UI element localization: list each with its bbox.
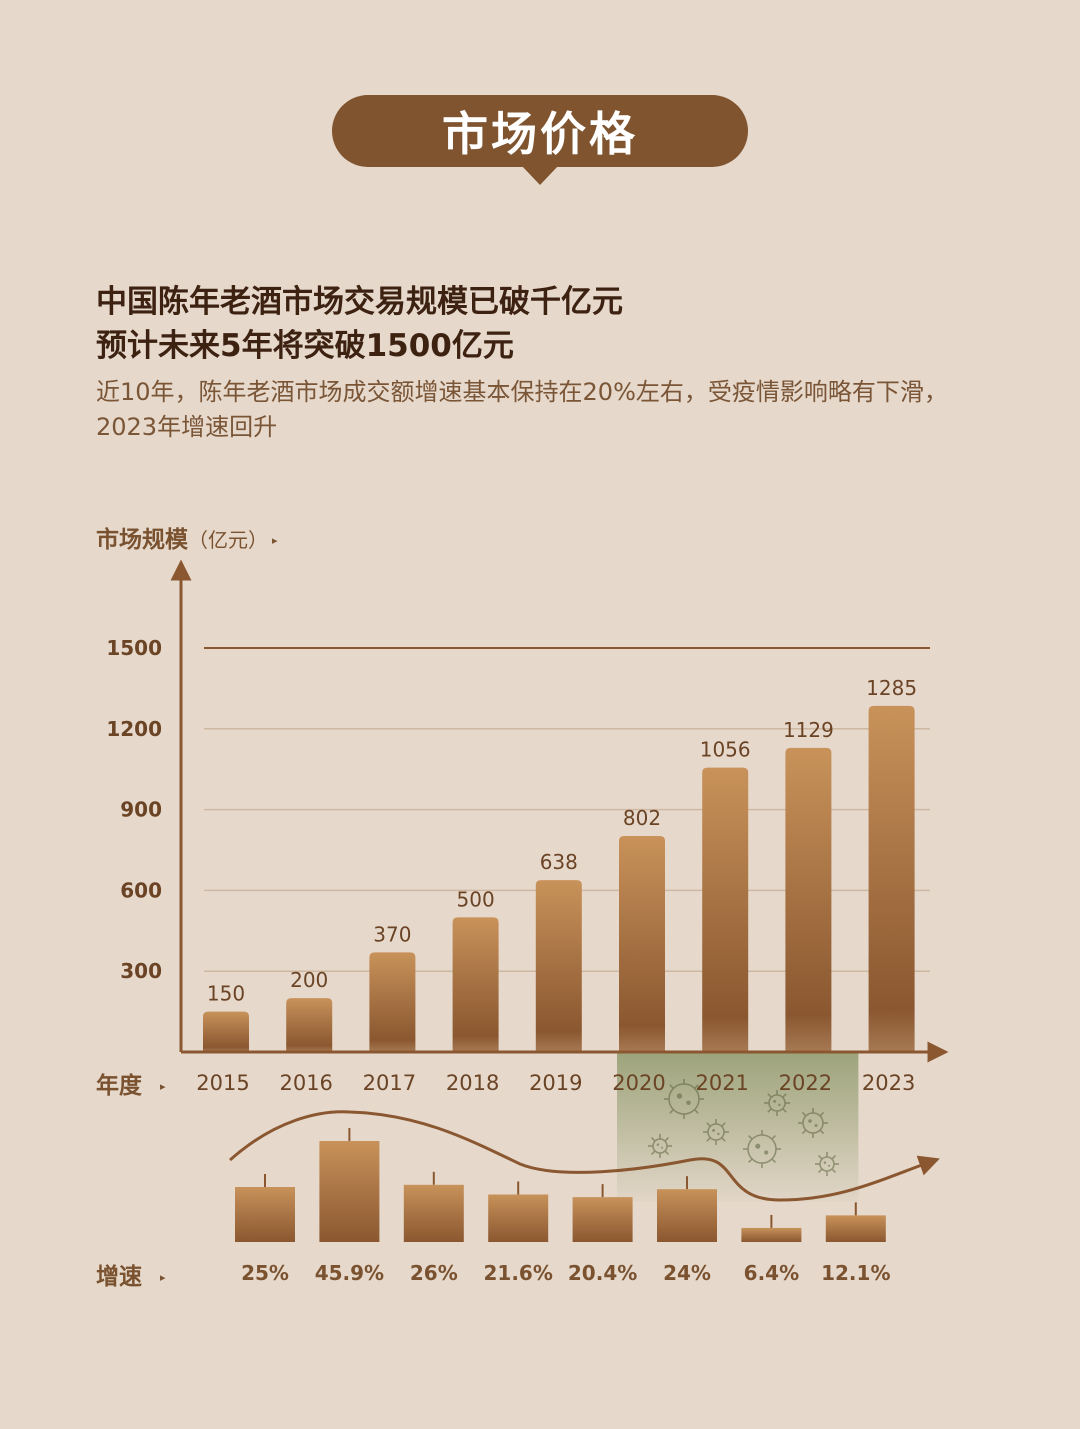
y-tick-label: 600 — [120, 878, 162, 902]
virus-icon — [664, 1079, 704, 1119]
value-label: 150 — [207, 982, 245, 1006]
growth-label: 26% — [410, 1261, 458, 1285]
growth-bar — [235, 1187, 295, 1242]
x-tick-label: 2016 — [279, 1071, 332, 1095]
bar-2020 — [619, 835, 665, 1052]
x-tick-label: 2015 — [196, 1071, 249, 1095]
growth-label: 25% — [241, 1261, 289, 1285]
value-label: 1285 — [866, 676, 917, 700]
value-label: 370 — [373, 922, 411, 946]
growth-bar — [319, 1141, 380, 1242]
value-label: 802 — [623, 806, 661, 830]
x-tick-label: 2017 — [363, 1071, 416, 1095]
growth-bar — [657, 1189, 717, 1242]
bar-2019 — [535, 880, 582, 1052]
x-tick-label: 2023 — [862, 1071, 915, 1095]
virus-icon — [703, 1119, 729, 1145]
growth-bar — [825, 1215, 886, 1242]
badge-pointer — [521, 165, 559, 185]
bar-2017 — [369, 952, 416, 1052]
bar-2022 — [785, 747, 832, 1052]
headline-line-2: 预计未来5年将突破1500亿元 — [96, 328, 514, 364]
x-tick-label: 2019 — [529, 1071, 582, 1095]
year-row-label: 年度 — [96, 1073, 142, 1099]
value-label: 500 — [457, 887, 495, 911]
growth-label: 24% — [663, 1261, 711, 1285]
virus-icon — [798, 1108, 828, 1138]
y-axis-title: 市场规模（亿元） ▸ — [96, 520, 278, 554]
x-tick-label: 2021 — [695, 1071, 748, 1095]
y-axis-label: 市场规模 — [96, 527, 188, 553]
bar-2023 — [868, 705, 915, 1052]
triangle-right-icon: ▸ — [272, 534, 278, 547]
growth-bar — [572, 1197, 633, 1242]
growth-bar — [741, 1227, 802, 1242]
virus-icon — [743, 1130, 781, 1168]
growth-row-title: 增速 ▸ — [96, 1257, 166, 1291]
value-label: 200 — [290, 968, 328, 992]
y-tick-label: 1500 — [106, 636, 162, 660]
title-badge: 市场价格 — [332, 95, 748, 167]
growth-label: 45.9% — [315, 1261, 384, 1285]
value-label: 1056 — [700, 738, 751, 762]
growth-label: 6.4% — [744, 1261, 799, 1285]
growth-row-label: 增速 — [96, 1264, 142, 1290]
y-axis-unit: （亿元） — [188, 528, 268, 552]
growth-bar — [403, 1184, 464, 1242]
triangle-right-icon: ▸ — [160, 1271, 166, 1284]
growth-label: 21.6% — [484, 1261, 553, 1285]
subtitle: 近10年，陈年老酒市场成交额增速基本保持在20%左右，受疫情影响略有下滑，202… — [96, 378, 948, 441]
y-tick-label: 900 — [120, 798, 162, 822]
y-tick-label: 1200 — [106, 717, 162, 741]
x-tick-label: 2018 — [446, 1071, 499, 1095]
value-label: 1129 — [783, 718, 834, 742]
triangle-right-icon: ▸ — [160, 1080, 166, 1093]
x-tick-label: 2020 — [612, 1071, 665, 1095]
badge-title: 市场价格 — [442, 107, 638, 161]
virus-icon — [648, 1134, 672, 1158]
growth-label: 20.4% — [568, 1261, 637, 1285]
virus-icon — [815, 1152, 839, 1176]
year-row-title: 年度 ▸ — [96, 1066, 166, 1100]
value-label: 638 — [540, 850, 578, 874]
bar-2021 — [702, 767, 749, 1052]
bar-2018 — [452, 917, 499, 1052]
bar-2016 — [286, 998, 333, 1052]
trend-curve — [229, 1110, 940, 1202]
y-tick-label: 300 — [120, 959, 162, 983]
covid-highlight-region — [617, 1052, 859, 1202]
headline-line-1: 中国陈年老酒市场交易规模已破千亿元 — [96, 284, 623, 320]
x-tick-label: 2022 — [779, 1071, 832, 1095]
growth-bar — [488, 1194, 549, 1242]
growth-label: 12.1% — [821, 1261, 890, 1285]
virus-icon — [764, 1090, 790, 1116]
bar-2015 — [203, 1011, 249, 1052]
